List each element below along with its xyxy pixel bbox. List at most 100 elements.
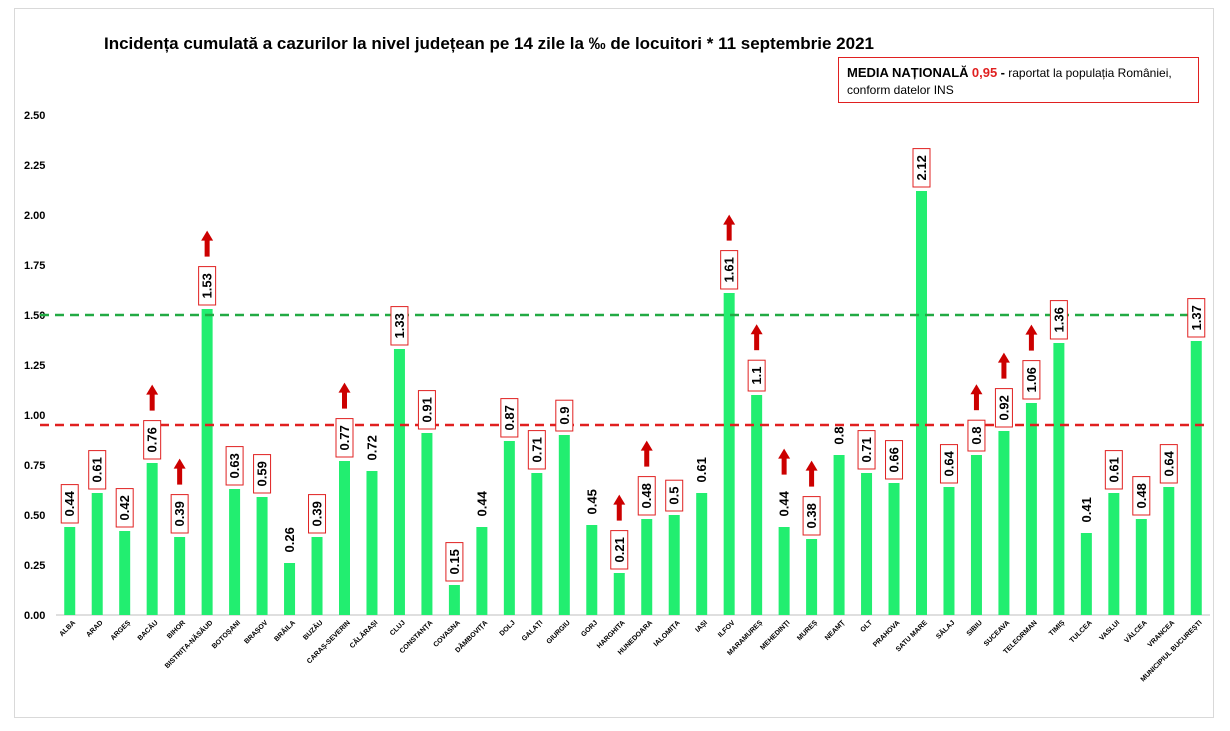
category-label: BACĂU (135, 618, 159, 642)
value-label: 0.61 (1106, 457, 1121, 482)
value-label-box (802, 496, 821, 536)
category-label: SUCEAVA (983, 619, 1011, 647)
value-label: 0.45 (584, 489, 599, 514)
value-label-box (1132, 476, 1151, 516)
category-label: BRAȘOV (243, 619, 269, 645)
value-label-box (912, 148, 931, 188)
bar (119, 531, 131, 615)
value-label: 0.48 (1134, 483, 1149, 508)
category-label: BRĂILA (272, 618, 297, 643)
increase-arrow-shaft (177, 467, 183, 485)
bar (613, 573, 625, 615)
value-label: 1.36 (1051, 307, 1066, 332)
value-label-box (747, 359, 766, 392)
bar (146, 463, 158, 615)
value-label: 0.77 (337, 425, 352, 450)
value-label: 0.66 (887, 447, 902, 472)
increase-arrow-icon (173, 458, 186, 469)
y-tick-label: 1.00 (24, 410, 45, 422)
bar (586, 525, 598, 615)
category-label: GALAȚI (521, 619, 544, 642)
value-label: 0.9 (557, 407, 572, 425)
value-label-box (1187, 298, 1206, 338)
bar (861, 473, 873, 615)
increase-arrow-shaft (754, 333, 760, 351)
value-label: 0.71 (529, 437, 544, 462)
y-tick-label: 1.75 (24, 260, 45, 272)
value-label-box (610, 530, 629, 570)
category-label: SĂLAJ (934, 618, 957, 641)
y-tick-label: 1.50 (24, 310, 45, 322)
bar (751, 395, 763, 615)
category-label: BOTOȘANI (211, 619, 242, 650)
increase-arrow-icon (723, 214, 736, 225)
value-label: 0.41 (1079, 497, 1094, 522)
increase-arrow-shaft (809, 469, 815, 487)
y-tick-label: 0.25 (24, 560, 45, 572)
value-label: 1.53 (200, 273, 215, 298)
category-label: ALBA (58, 619, 77, 638)
bar (833, 455, 845, 615)
value-label: 1.33 (392, 313, 407, 338)
category-label: TULCEA (1069, 619, 1094, 644)
value-label: 0.26 (282, 527, 297, 552)
category-label: IAȘI (695, 619, 710, 634)
value-label-box (225, 446, 244, 486)
chart-frame (14, 8, 1214, 718)
bar (201, 309, 213, 615)
category-label: BIHOR (166, 619, 187, 640)
increase-arrow-icon (613, 494, 626, 505)
value-label: 0.44 (474, 490, 489, 516)
category-label: MUREȘ (796, 619, 819, 642)
y-tick-label: 2.00 (24, 210, 45, 222)
value-label: 0.5 (667, 487, 682, 505)
y-tick-label: 2.50 (24, 110, 45, 122)
bar (668, 515, 680, 615)
value-label-box (1104, 450, 1123, 490)
value-label: 0.64 (1161, 450, 1176, 476)
category-label: ILFOV (717, 619, 737, 639)
bar (723, 293, 735, 615)
value-label-box (1022, 360, 1041, 400)
value-label-box (939, 444, 958, 484)
value-label: 0.61 (90, 457, 105, 482)
increase-arrow-shaft (616, 503, 622, 521)
category-label: COVASNA (432, 619, 461, 648)
increase-arrow-icon (778, 448, 791, 459)
category-label: ARAD (85, 619, 104, 638)
value-label: 0.8 (832, 427, 847, 445)
value-label: 0.64 (941, 450, 956, 476)
value-label: 0.48 (639, 483, 654, 508)
increase-arrow-shaft (973, 393, 979, 411)
value-label: 0.59 (255, 461, 270, 486)
bar (256, 497, 268, 615)
category-label: OLT (859, 619, 874, 634)
bar (916, 191, 927, 615)
y-tick-label: 2.25 (24, 160, 45, 172)
value-label-box (1159, 444, 1178, 484)
value-label: 1.37 (1189, 305, 1204, 330)
increase-arrow-icon (640, 440, 653, 451)
value-label-box (115, 488, 134, 528)
value-label: 0.44 (777, 490, 792, 516)
bar (1163, 487, 1175, 615)
bar (503, 441, 515, 615)
value-label-box (994, 388, 1013, 428)
y-tick-label: 0.50 (24, 510, 45, 522)
category-label: BISTRIȚA-NĂSĂUD (163, 618, 215, 670)
bar (229, 489, 241, 615)
bar (1135, 519, 1147, 615)
increase-arrow-icon (146, 384, 159, 395)
value-label: 0.38 (804, 503, 819, 528)
bar (558, 435, 570, 615)
value-label: 0.44 (62, 490, 77, 516)
national-average-label: MEDIA NAȚIONALĂ (847, 65, 969, 80)
value-label: 0.39 (172, 501, 187, 526)
category-label: VASLUI (1099, 619, 1122, 642)
value-label-box (555, 399, 574, 432)
note-text-line1: raportat la populația României, (1008, 66, 1172, 80)
bar (476, 527, 488, 615)
value-label-box (857, 430, 876, 470)
value-label-box (198, 266, 217, 306)
value-label-box (308, 494, 327, 534)
